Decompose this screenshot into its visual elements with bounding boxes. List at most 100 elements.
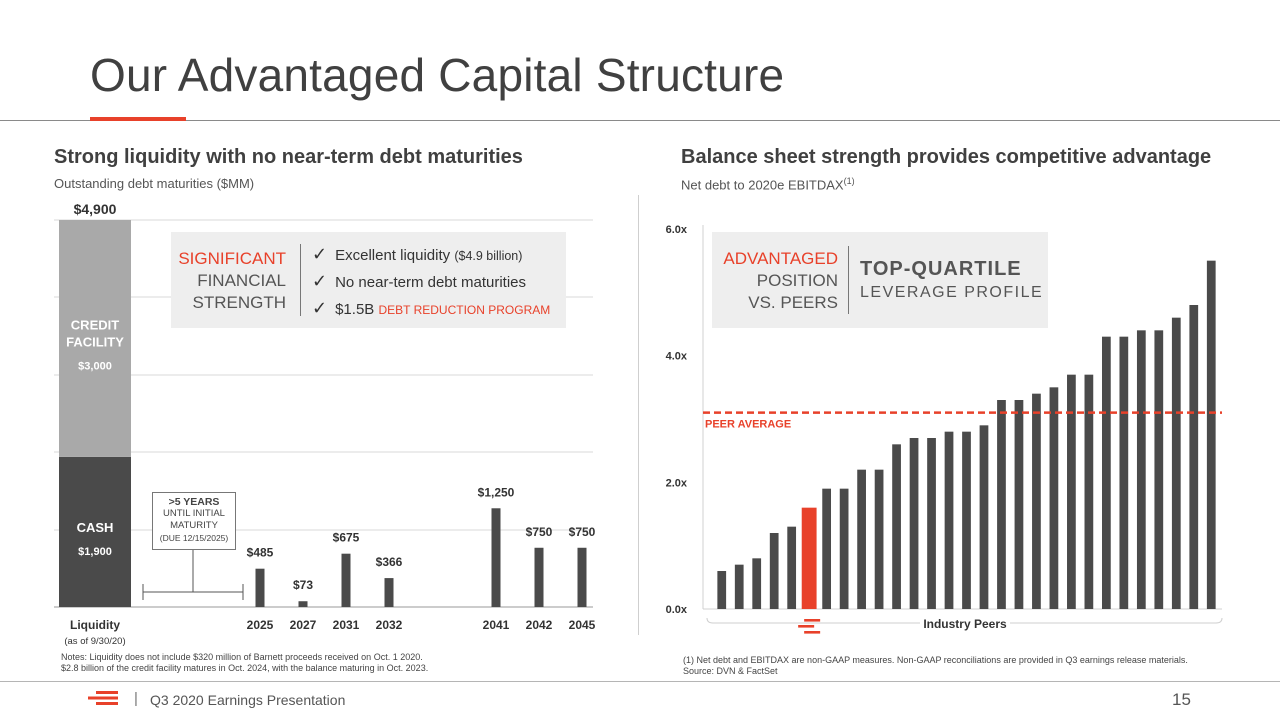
- leverage-callout: ADVANTAGED POSITION VS. PEERS TOP-QUARTI…: [712, 232, 1048, 328]
- footer-divider: [0, 681, 1280, 682]
- leverage-chart: 0.0x 2.0x 4.0x 6.0x PEER AVERAGE Industry Pee…: [666, 224, 1223, 634]
- peer-bar: [1101, 336, 1111, 609]
- checklist: ✓ Excellent liquidity ($4.9 billion) ✓ No …: [312, 241, 550, 322]
- peer-bar: [1119, 336, 1129, 609]
- peer-bar: [874, 469, 884, 609]
- title-divider: [0, 120, 1280, 121]
- peer-bar: [857, 469, 866, 609]
- maturity-value-label: $73: [293, 578, 313, 592]
- maturity-note-line1: >5 YEARS: [168, 496, 220, 508]
- peer-bar: [892, 444, 901, 609]
- maturity-bar: [255, 568, 265, 607]
- liquidity-x-label: Liquidity: [70, 618, 120, 632]
- checklist-item: ✓ $1.5B DEBT REDUCTION PROGRAM: [312, 295, 550, 322]
- peer-bar: [1136, 330, 1146, 609]
- peer-bar: [1084, 374, 1094, 609]
- footnote-line: (1) Net debt and EBITDAX are non-GAAP me…: [683, 655, 1188, 665]
- maturity-year-label: 2032: [376, 618, 403, 632]
- maturity-value-label: $750: [526, 525, 553, 539]
- company-logo-marker: [804, 619, 821, 622]
- liquidity-total-label: $4,900: [74, 201, 117, 217]
- slide-title: Our Advantaged Capital Structure: [90, 49, 785, 101]
- peer-bar: [944, 431, 954, 609]
- segment-label: CASH: [77, 520, 114, 535]
- peer-bar: [997, 400, 1006, 609]
- company-logo-icon: [88, 691, 118, 705]
- peer-bar: [927, 438, 936, 609]
- maturity-note-box: >5 YEARS UNTIL INITIAL MATURITY (DUE 12/…: [152, 492, 236, 550]
- maturity-year-label: 2027: [290, 618, 317, 632]
- right-footnotes: (1) Net debt and EBITDAX are non-GAAP me…: [683, 655, 1188, 677]
- peer-bar: [1067, 374, 1076, 609]
- panel-divider: [638, 195, 639, 635]
- callout-divider: [300, 244, 301, 316]
- footer-presentation-name: Q3 2020 Earnings Presentation: [150, 692, 346, 708]
- company-bar-highlight: [801, 507, 817, 609]
- peer-bar: [787, 526, 797, 609]
- footnote-marker: (1): [843, 176, 855, 186]
- maturity-value-label: $485: [247, 546, 274, 560]
- checklist-item-text: $1.5B: [335, 301, 375, 318]
- notes-line: $2.8 billion of the credit facility matu…: [61, 663, 429, 673]
- segment-label: CREDIT: [71, 317, 119, 332]
- page-number: 15: [1172, 690, 1191, 709]
- maturity-bar: [577, 547, 587, 607]
- checklist-item-text: Excellent liquidity: [335, 247, 451, 264]
- peer-bar: [752, 558, 762, 609]
- peer-bar: [1206, 260, 1216, 609]
- callout-label-line2: FINANCIAL: [197, 271, 286, 290]
- callout-label-line1: ADVANTAGED: [723, 249, 838, 268]
- maturity-year-label: 2025: [247, 618, 274, 632]
- checklist-item: ✓ No near-term debt maturities: [312, 268, 550, 295]
- y-tick-label: 2.0x: [666, 477, 688, 489]
- callout-label-line3: VS. PEERS: [748, 293, 838, 312]
- maturity-year-label: 2045: [569, 618, 596, 632]
- maturity-bar: [491, 508, 501, 607]
- peer-bar: [839, 488, 849, 609]
- maturity-bar: [341, 553, 351, 607]
- footer-separator: |: [134, 690, 138, 707]
- right-panel-subheading-text: Net debt to 2020e EBITDAX: [681, 177, 844, 193]
- peer-bar: [1189, 305, 1199, 609]
- maturity-year-label: 2031: [333, 618, 360, 632]
- left-notes: Notes: Liquidity does not include $320 m…: [61, 652, 428, 674]
- segment-value: $3,000: [78, 360, 112, 372]
- liquidity-bar-segment: [59, 456, 131, 607]
- peer-bar: [1049, 387, 1059, 609]
- maturity-value-label: $675: [333, 531, 360, 545]
- maturity-value-label: $750: [569, 525, 596, 539]
- footnote-line: Source: DVN & FactSet: [683, 666, 778, 676]
- right-panel-subheading: Net debt to 2020e EBITDAX(1): [681, 176, 855, 192]
- callout-label: ADVANTAGED POSITION VS. PEERS: [712, 248, 838, 314]
- title-accent-bar: [90, 117, 186, 121]
- checkmark-icon: ✓: [312, 244, 328, 264]
- y-tick-label: 6.0x: [666, 224, 688, 236]
- liquidity-x-sublabel: (as of 9/30/20): [64, 636, 125, 647]
- peer-average-label: PEER AVERAGE: [705, 419, 791, 431]
- callout-divider: [848, 246, 849, 314]
- callout-subline: LEVERAGE PROFILE: [860, 284, 1044, 301]
- checklist-item-detail: DEBT REDUCTION PROGRAM: [378, 303, 551, 317]
- company-logo-marker: [798, 625, 815, 628]
- checkmark-icon: ✓: [312, 298, 328, 318]
- peer-bar: [909, 438, 919, 609]
- maturity-year-label: 2041: [483, 618, 510, 632]
- maturity-note-line3: MATURITY: [170, 520, 218, 531]
- peer-bar: [717, 571, 727, 609]
- peer-bar: [979, 425, 989, 609]
- checkmark-icon: ✓: [312, 271, 328, 291]
- maturity-note-line2: UNTIL INITIAL: [163, 508, 225, 519]
- peer-bar: [769, 533, 779, 609]
- callout-label-line2: POSITION: [756, 271, 838, 290]
- callout-label-line1: SIGNIFICANT: [178, 249, 286, 268]
- x-axis-label: Industry Peers: [923, 617, 1007, 631]
- left-panel-subheading: Outstanding debt maturities ($MM): [54, 176, 255, 191]
- y-tick-label: 4.0x: [666, 351, 688, 363]
- left-panel-heading: Strong liquidity with no near-term debt …: [54, 146, 523, 168]
- company-logo-marker: [804, 631, 821, 634]
- debt-maturities-chart: CASH $1,900 CREDIT FACILITY $3,000 $4,900 Liqu…: [54, 201, 596, 647]
- maturity-value-label: $366: [376, 555, 403, 569]
- maturity-year-label: 2042: [526, 618, 553, 632]
- peer-bar: [822, 488, 832, 609]
- liquidity-bar-segment: [59, 220, 131, 457]
